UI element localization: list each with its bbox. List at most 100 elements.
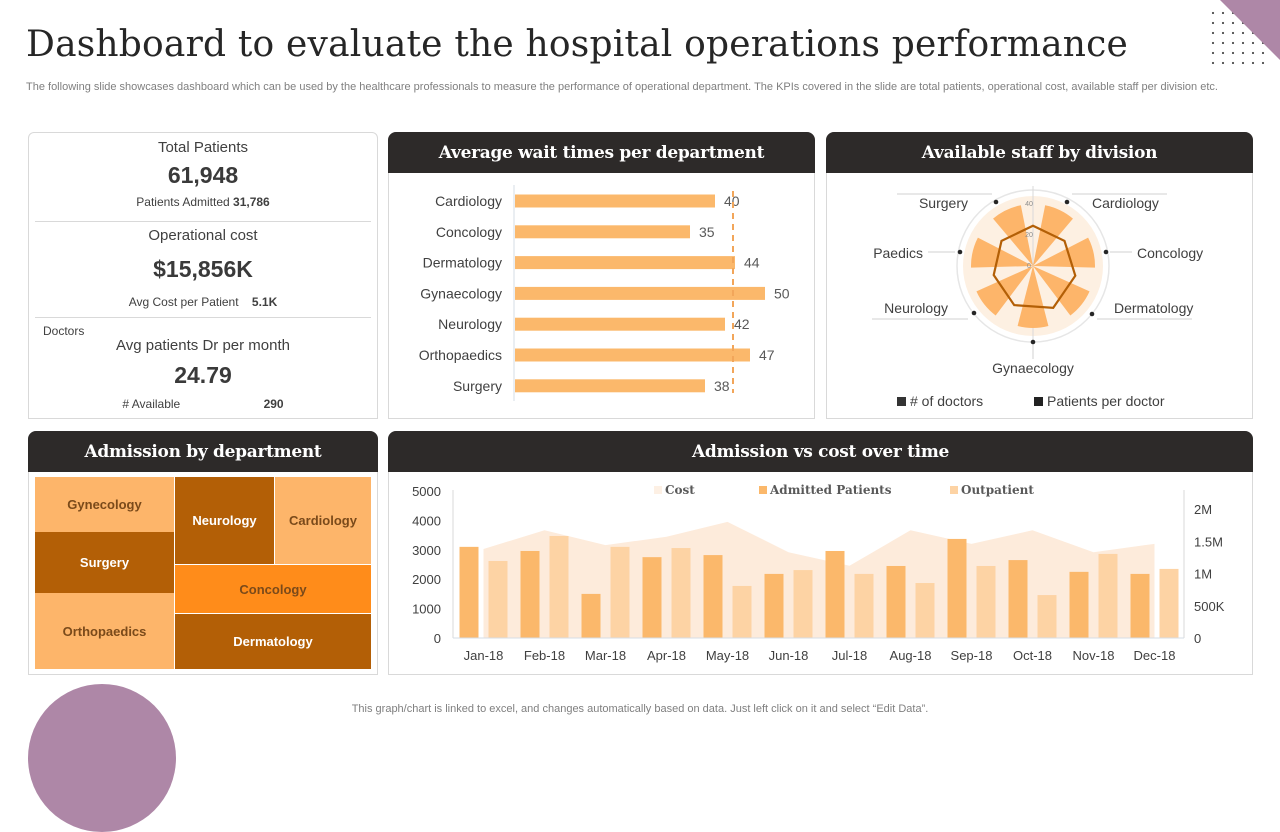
outpatient-bar	[976, 565, 996, 638]
bar	[515, 317, 725, 331]
divider	[35, 317, 371, 318]
leader-dot	[1103, 249, 1109, 255]
category-label: Surgery	[453, 378, 502, 394]
data-label: 44	[744, 255, 760, 271]
legend-admitted-swatch	[759, 486, 767, 494]
treemap-label: Surgery	[79, 555, 130, 570]
treemap-label: Dermatology	[233, 634, 313, 649]
bar	[515, 256, 735, 270]
admitted-bar	[703, 555, 723, 638]
admission-dept-card: Admission by department Gynecology Surger…	[28, 431, 378, 675]
operational-cost-section: Operational cost $15,856K Avg Cost per P…	[35, 227, 371, 309]
admission-cost-title: Admission vs cost over time	[388, 431, 1253, 472]
data-label: 47	[759, 347, 775, 363]
x-tick-label: Sep-18	[951, 648, 993, 663]
category-label: Neurology	[884, 300, 948, 316]
category-label: Dermatology	[423, 255, 502, 271]
bar	[515, 348, 750, 362]
outpatient-bar	[1159, 568, 1179, 638]
doctors-wedge	[1017, 266, 1049, 328]
leader-dot	[1064, 199, 1070, 205]
total-patients-label: Total Patients	[157, 139, 249, 156]
radial-tick-label: 20	[1025, 232, 1033, 239]
kpi-card: Total Patients 61,948 Patients Admitted …	[28, 132, 378, 419]
x-tick-label: Jan-18	[464, 648, 504, 663]
admission-cost-card: Admission vs cost over time 0 1000 2000 300…	[388, 431, 1253, 675]
outpatient-bar	[854, 573, 874, 638]
operational-cost-value: $15,856K	[153, 256, 253, 282]
outpatient-bar	[1037, 595, 1057, 638]
radial-tick-label: 0	[1027, 263, 1031, 270]
avg-patients-label: Avg patients Dr per month	[116, 337, 290, 354]
doctors-wedge	[1033, 266, 1090, 316]
admitted-bar	[1069, 571, 1089, 638]
admitted-bar	[1130, 573, 1150, 638]
admitted-bar	[764, 573, 784, 638]
category-label: Gynaecology	[420, 285, 502, 301]
legend-outpatient-label: Outpatient	[961, 483, 1034, 497]
available-doctors: # Available 290	[35, 397, 371, 411]
admitted-bar	[520, 550, 540, 638]
patients-admitted: Patients Admitted 31,786	[35, 195, 371, 209]
doctors-wedge	[1033, 237, 1095, 268]
wait-times-card: Average wait times per department Cardio…	[388, 132, 815, 419]
leader-dot	[971, 310, 977, 316]
treemap-cell: Concology	[175, 565, 371, 613]
treemap-cell: Neurology	[175, 477, 274, 564]
outpatient-bar	[610, 546, 630, 638]
admission-treemap: Gynecology Surgery Orthopaedics Neurology Ca…	[35, 477, 371, 669]
category-label: Surgery	[919, 195, 968, 211]
wait-times-chart: Cardiology 40 Concology 35 Dermatology 44 Gyna…	[419, 185, 790, 401]
x-tick-label: May-18	[706, 648, 749, 663]
staff-card: Available staff by division 0 20 40 Cardiol…	[826, 132, 1253, 419]
admitted-bar	[459, 546, 479, 638]
x-tick-label: Nov-18	[1073, 648, 1115, 663]
category-label: Neurology	[438, 316, 502, 332]
data-label: 40	[724, 193, 740, 209]
avg-patients-value: 24.79	[174, 362, 232, 388]
legend-swatch-doctors	[897, 397, 906, 406]
x-tick-label: Mar-18	[585, 648, 626, 663]
admitted-bar	[581, 593, 601, 638]
total-patients-section: Total Patients 61,948 Patients Admitted …	[35, 139, 371, 209]
y-tick-label: 3000	[412, 543, 441, 558]
available-value: 290	[263, 397, 284, 411]
legend-cost-swatch	[654, 486, 662, 494]
radial-tick-label: 40	[1025, 201, 1033, 208]
treemap-label: Neurology	[192, 513, 257, 528]
avg-cost-label: Avg Cost per Patient	[128, 295, 239, 309]
outpatient-bar	[671, 548, 691, 638]
total-patients-value: 61,948	[167, 162, 239, 188]
treemap-cell: Gynecology	[35, 477, 174, 532]
patients-admitted-label: Patients Admitted	[136, 195, 230, 209]
bar	[515, 379, 705, 393]
category-label: Paedics	[873, 245, 923, 261]
x-tick-label: Jun-18	[769, 648, 809, 663]
wait-times-title: Average wait times per department	[388, 132, 815, 173]
leader-dot	[957, 249, 963, 255]
doctors-section: Avg patients Dr per month 24.79 # Availa…	[35, 337, 371, 411]
decorative-triangle	[1220, 0, 1280, 60]
x-tick-label: Jul-18	[832, 648, 867, 663]
y2-tick-label: 500K	[1194, 599, 1225, 614]
operational-cost-label: Operational cost	[148, 227, 258, 244]
outpatient-bar	[732, 585, 752, 638]
x-tick-label: Dec-18	[1134, 648, 1176, 663]
doctors-wedge	[971, 237, 1033, 268]
page-title: Dashboard to evaluate the hospital opera…	[26, 24, 1128, 65]
data-label: 35	[699, 224, 715, 240]
legend-label-patients: Patients per doctor	[1047, 393, 1165, 409]
legend-label-doctors: # of doctors	[910, 393, 983, 409]
y2-tick-label: 1M	[1194, 567, 1212, 582]
page-subtitle: The following slide showcases dashboard …	[26, 81, 1218, 93]
available-label: # Available	[122, 397, 181, 411]
x-tick-label: Apr-18	[647, 648, 686, 663]
treemap-label: Concology	[239, 581, 307, 597]
treemap-label: Cardiology	[289, 513, 357, 528]
outpatient-bar	[793, 570, 813, 638]
category-label: Gynaecology	[992, 360, 1074, 376]
y2-tick-label: 1.5M	[1194, 534, 1223, 549]
y2-tick-label: 0	[1194, 631, 1201, 646]
x-tick-label: Feb-18	[524, 648, 565, 663]
outpatient-bar	[549, 535, 569, 638]
